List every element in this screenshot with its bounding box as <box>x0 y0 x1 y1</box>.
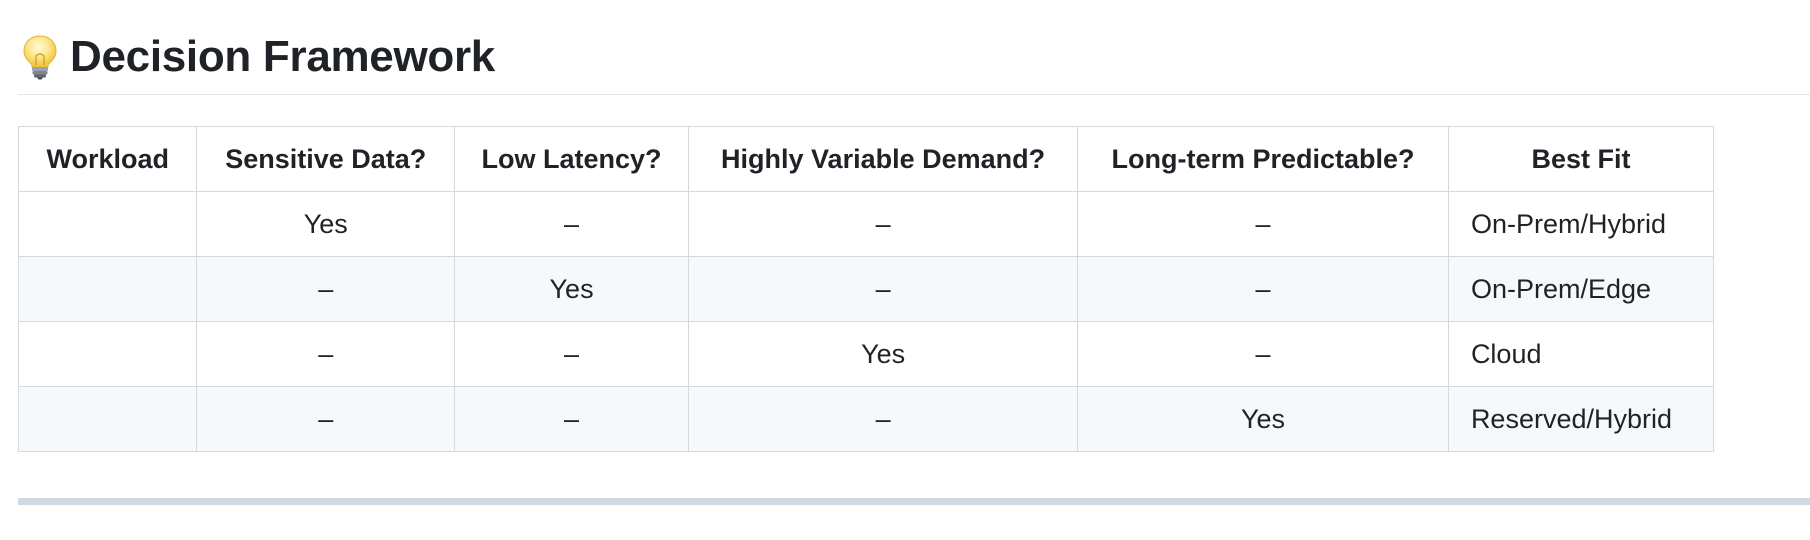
cell-workload <box>17 321 198 387</box>
column-header-sensitive-data: Sensitive Data? <box>196 126 456 192</box>
table-row: – Yes – – On-Prem/Edge <box>17 256 1715 322</box>
table-row: Yes – – – On-Prem/Hybrid <box>17 191 1715 257</box>
table-row: – – – Yes Reserved/Hybrid <box>17 386 1715 452</box>
lightbulb-icon <box>23 35 57 80</box>
cell-low-latency: – <box>454 191 690 257</box>
cell-long-term-predictable: – <box>1077 256 1449 322</box>
column-header-best-fit: Best Fit <box>1447 126 1715 192</box>
column-header-workload: Workload <box>17 126 198 192</box>
decision-table: Workload Sensitive Data? Low Latency? Hi… <box>17 126 1715 452</box>
section-title: Decision Framework <box>70 32 495 81</box>
cell-best-fit: Cloud <box>1447 321 1715 387</box>
cell-low-latency: – <box>454 386 690 452</box>
cell-best-fit: Reserved/Hybrid <box>1447 386 1715 452</box>
cell-variable-demand: Yes <box>688 321 1079 387</box>
cell-long-term-predictable: – <box>1077 191 1449 257</box>
cell-low-latency: Yes <box>454 256 690 322</box>
cell-workload <box>17 191 198 257</box>
section-heading: Decision Framework <box>18 28 1810 95</box>
column-header-low-latency: Low Latency? <box>454 126 690 192</box>
cell-long-term-predictable: Yes <box>1077 386 1449 452</box>
cell-best-fit: On-Prem/Hybrid <box>1447 191 1715 257</box>
cell-variable-demand: – <box>688 256 1079 322</box>
cell-low-latency: – <box>454 321 690 387</box>
horizontal-rule <box>18 498 1810 505</box>
cell-sensitive-data: – <box>196 321 456 387</box>
table-row: – – Yes – Cloud <box>17 321 1715 387</box>
cell-workload <box>17 386 198 452</box>
table-header-row: Workload Sensitive Data? Low Latency? Hi… <box>17 126 1715 192</box>
cell-long-term-predictable: – <box>1077 321 1449 387</box>
column-header-variable-demand: Highly Variable Demand? <box>688 126 1079 192</box>
cell-best-fit: On-Prem/Edge <box>1447 256 1715 322</box>
cell-variable-demand: – <box>688 386 1079 452</box>
cell-sensitive-data: Yes <box>196 191 456 257</box>
cell-sensitive-data: – <box>196 386 456 452</box>
cell-sensitive-data: – <box>196 256 456 322</box>
column-header-long-term-predictable: Long-term Predictable? <box>1077 126 1449 192</box>
cell-workload <box>17 256 198 322</box>
cell-variable-demand: – <box>688 191 1079 257</box>
